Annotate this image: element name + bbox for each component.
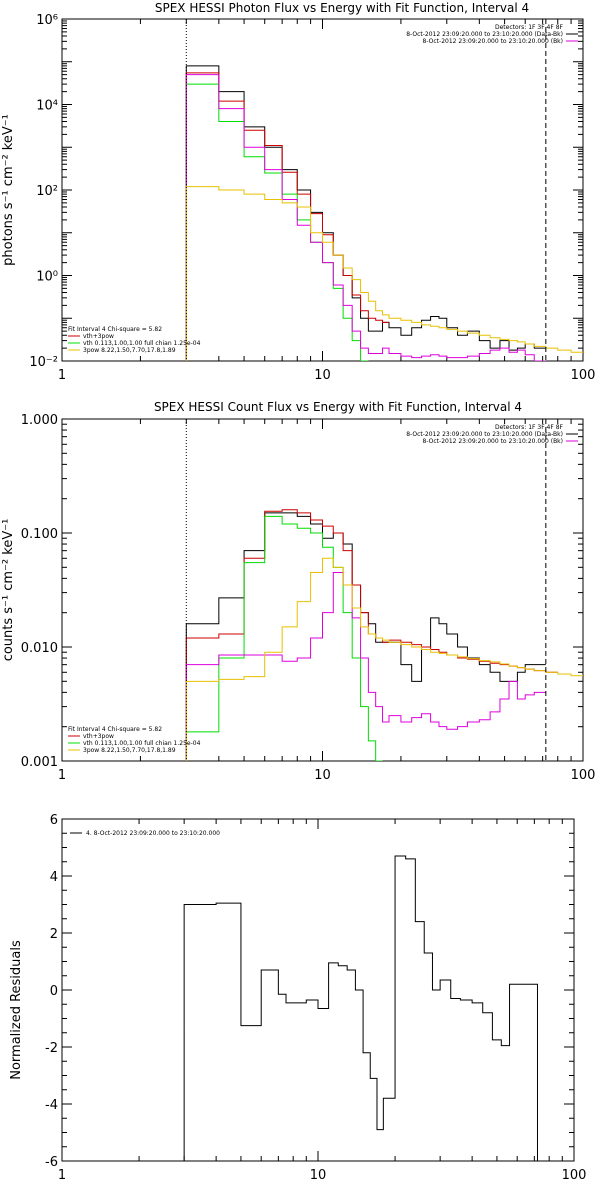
legend-left-entry: vth 0.113,1.00,1.00 full chian 1.25e-04 xyxy=(83,740,201,747)
series-line-black xyxy=(185,65,546,361)
x-tick-label: 10 xyxy=(314,768,331,783)
residuals-ylabel: Normalized Residuals xyxy=(9,940,24,1080)
x-tick-label: 100 xyxy=(571,768,596,783)
series-line-yellow xyxy=(185,186,583,361)
legend-left-entry: vth+3pow xyxy=(83,333,114,340)
x-tick-label: 10 xyxy=(314,368,331,383)
legend-left-entry: Fit Interval 4 Chi-square = 5.82 xyxy=(68,326,162,333)
legend-right-entry: 8-Oct-2012 23:09:20.000 to 23:10:20.000 … xyxy=(423,38,564,45)
y-tick-label: 0.010 xyxy=(21,641,58,656)
series-group xyxy=(185,509,583,761)
legend-top-entry: 4. 8-Oct-2012 23:09:20.000 to 23:10:20.0… xyxy=(86,830,220,837)
series-group xyxy=(183,855,538,1161)
legend-left-entry: vth+3pow xyxy=(83,733,114,740)
series-line-magenta xyxy=(185,74,546,361)
y-tick-label: -2 xyxy=(45,1041,58,1056)
legend-right-entry: 8-Oct-2012 23:09:20.000 to 23:10:20.000 … xyxy=(423,438,564,445)
y-tick-label: 2 xyxy=(50,927,58,942)
y-tick-label: 10⁻² xyxy=(29,355,58,370)
series-group xyxy=(185,65,583,361)
series-line-red xyxy=(185,509,558,761)
y-tick-label: -4 xyxy=(45,1098,58,1113)
series-line-red xyxy=(185,72,389,361)
photon-flux-ylabel: photons s⁻¹ cm⁻² keV⁻¹ xyxy=(1,114,16,266)
y-tick-label: 10⁴ xyxy=(36,99,58,114)
x-tick-label: 10 xyxy=(310,1168,327,1183)
plot-frame-0 xyxy=(61,18,584,362)
y-tick-label: 1.000 xyxy=(21,413,58,428)
y-tick-label: 0.100 xyxy=(21,527,58,542)
y-tick-label: 10⁶ xyxy=(36,13,58,28)
y-tick-label: 0.001 xyxy=(21,755,58,770)
x-tick-label: 1 xyxy=(58,768,66,783)
count-flux-ylabel: counts s⁻¹ cm⁻² keV⁻¹ xyxy=(1,519,16,662)
series-line-magenta xyxy=(185,572,546,761)
legend-left-entry: 3pow 8.22,1.50,7.70,17.8,1.89 xyxy=(83,747,176,754)
y-tick-label: 6 xyxy=(50,813,58,828)
legend-right-entry: Detectors: 1F 3F 4F 8F xyxy=(495,24,564,31)
legend-right-entry: 8-Oct-2012 23:09:20.000 to 23:10:20.000 … xyxy=(406,431,563,438)
plot-frame-2 xyxy=(61,818,575,1162)
legend-left-entry: vth 0.113,1.00,1.00 full chian 1.25e-04 xyxy=(83,340,201,347)
y-tick-label: 10⁰ xyxy=(36,270,58,285)
series-line-green xyxy=(185,83,369,361)
legend-right-entry: 8-Oct-2012 23:09:20.000 to 23:10:20.000 … xyxy=(406,31,563,38)
series-line-yellow xyxy=(185,557,583,761)
photon-flux-title: SPEX HESSI Photon Flux vs Energy with Fi… xyxy=(155,1,529,15)
residuals-panel: Normalized Residuals 1 10 100 -6 -4 -2 0 2 4 6 4. … xyxy=(9,813,586,1183)
plot-frame-1 xyxy=(61,418,584,762)
series-line-green xyxy=(185,515,383,761)
legend-left-entry: 3pow 8.22,1.50,7.70,17.8,1.89 xyxy=(83,347,176,354)
y-tick-label: 4 xyxy=(50,870,58,885)
y-tick-label: 0 xyxy=(50,984,58,999)
photon-flux-panel: SPEX HESSI Photon Flux vs Energy with Fi… xyxy=(1,1,595,383)
x-tick-label: 100 xyxy=(571,368,596,383)
x-tick-label: 100 xyxy=(562,1168,587,1183)
count-flux-panel: SPEX HESSI Count Flux vs Energy with Fit… xyxy=(1,400,595,783)
series-line-black xyxy=(183,855,538,1161)
x-tick-label: 1 xyxy=(58,1168,66,1183)
legend-right-entry: Detectors: 1F 3F 4F 8F xyxy=(495,424,564,431)
count-flux-title: SPEX HESSI Count Flux vs Energy with Fit… xyxy=(154,400,522,414)
series-line-black xyxy=(185,512,546,761)
legend-left-entry: Fit Interval 4 Chi-square = 5.82 xyxy=(68,726,162,733)
y-tick-label: -6 xyxy=(45,1155,58,1170)
y-tick-label: 10² xyxy=(36,184,58,199)
x-tick-label: 1 xyxy=(58,368,66,383)
